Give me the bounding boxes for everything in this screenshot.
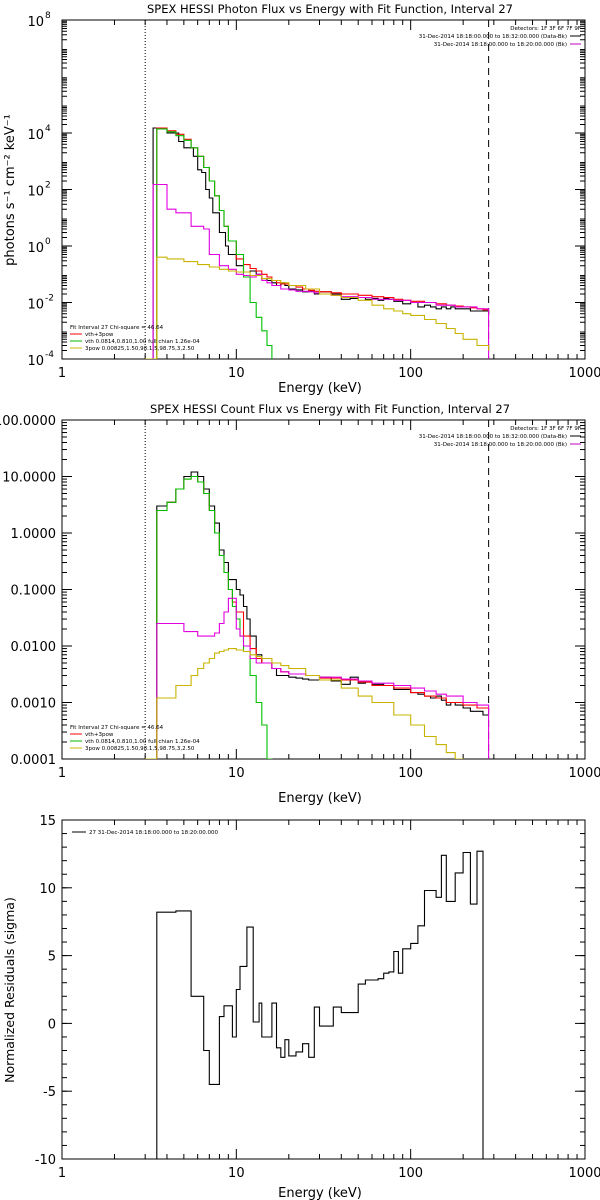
count-flux-x-tick-label: 10 xyxy=(228,766,245,781)
count-flux-y-tick-label: 0.0010 xyxy=(11,697,57,712)
photon-flux-fit-legend-entry: vth+3pow xyxy=(85,332,114,338)
count-flux-legend-line: 31-Dec-2014 18:18:00.000 to 18:20:00.000… xyxy=(434,442,567,448)
residuals-y-tick-label: -5 xyxy=(43,1085,56,1100)
count-flux-x-tick-label: 1 xyxy=(58,766,66,781)
residuals-y-tick-label: -10 xyxy=(35,1153,56,1168)
count-flux-x-tick-label: 1000 xyxy=(568,766,600,781)
photon-flux-panel: SPEX HESSI Photon Flux vs Energy with Fi… xyxy=(3,2,600,396)
count-flux-series-line xyxy=(145,648,464,759)
photon-flux-legend-line: 31-Dec-2014 18:18:00.000 to 18:32:00.000… xyxy=(419,34,567,40)
count-flux-fit-legend-entry: vth+3pow xyxy=(85,732,114,738)
residuals-x-tick-label: 100 xyxy=(398,1166,423,1181)
residuals-plot-frame xyxy=(61,819,586,1160)
photon-flux-y-tick-label: 10 xyxy=(27,15,44,30)
count-flux-series xyxy=(145,471,490,759)
residuals-legend-entry: 27 31-Dec-2014 18:18:00.000 to 18:20:00.… xyxy=(89,830,219,836)
count-flux-y-tick-label: 0.1000 xyxy=(11,584,57,599)
photon-flux-y-tick-exponent: -4 xyxy=(45,350,54,360)
count-flux-xlabel: Energy (keV) xyxy=(278,791,362,806)
residuals-panel: 1 10 100 1000 -10 -5 0 5 10 15 Energy (keV) Norma… xyxy=(2,814,600,1200)
count-flux-fit-legend-entry: vth 0.0814,0.810,1.00 full chian 1.26e-0… xyxy=(85,739,200,745)
photon-flux-fit-legend-header: Fit Interval 27 Chi-square = 46.64 xyxy=(70,325,164,331)
count-flux-y-tick-label: 1.0000 xyxy=(11,527,57,542)
count-flux-series-line xyxy=(145,597,490,759)
residuals-ticks: 1 10 100 1000 -10 -5 0 5 10 15 xyxy=(35,814,600,1181)
count-flux-y-tick-label: 0.0100 xyxy=(11,640,57,655)
photon-flux-fit-legend-entry: 3pow 0.00825,1.50,98.1,5,98.75,3,2.50 xyxy=(85,346,195,352)
count-flux-series-line xyxy=(145,471,489,759)
count-flux-ticks: 1 10 100 1000 0.0001 0.0010 0.0100 0.1000 1.0000… xyxy=(0,414,600,781)
photon-flux-ylabel: photons s⁻¹ cm⁻² keV⁻¹ xyxy=(3,114,18,266)
photon-flux-x-tick-label: 1 xyxy=(58,366,66,381)
photon-flux-x-tick-label: 100 xyxy=(398,366,423,381)
count-flux-legend-bottom-left: Fit Interval 27 Chi-square = 46.64vth+3p… xyxy=(70,725,200,752)
count-flux-series-line xyxy=(145,475,490,759)
residuals-x-tick-label: 1 xyxy=(58,1166,66,1181)
photon-flux-series-line xyxy=(145,256,490,359)
photon-flux-y-tick-exponent: 2 xyxy=(45,181,51,191)
photon-flux-xlabel: Energy (keV) xyxy=(278,381,362,396)
photon-flux-series-line xyxy=(145,127,490,359)
photon-flux-y-tick-exponent: 8 xyxy=(45,11,51,21)
residuals-y-tick-label: 10 xyxy=(39,882,56,897)
count-flux-y-tick-label: 0.0001 xyxy=(11,753,57,768)
photon-flux-series xyxy=(145,127,490,359)
photon-flux-plot-frame xyxy=(61,19,586,360)
photon-flux-title: SPEX HESSI Photon Flux vs Energy with Fi… xyxy=(147,2,513,16)
photon-flux-x-tick-label: 10 xyxy=(228,366,245,381)
residuals-x-tick-label: 1000 xyxy=(568,1166,600,1181)
photon-flux-y-tick-label: 10 xyxy=(27,128,44,143)
count-flux-title: SPEX HESSI Count Flux vs Energy with Fit… xyxy=(150,402,510,416)
photon-flux-y-tick-label: 10 xyxy=(27,241,44,256)
count-flux-legend-line: 31-Dec-2014 18:18:00.000 to 18:32:00.000… xyxy=(419,434,567,440)
photon-flux-series-line xyxy=(145,127,490,359)
photon-flux-y-tick-exponent: 0 xyxy=(45,237,51,247)
count-flux-panel: SPEX HESSI Count Flux vs Energy with Fit… xyxy=(0,402,600,806)
residuals-series xyxy=(131,850,489,1159)
residuals-ylabel: Normalized Residuals (sigma) xyxy=(2,897,17,1083)
residuals-xlabel: Energy (keV) xyxy=(278,1186,362,1200)
photon-flux-legend-bottom-left: Fit Interval 27 Chi-square = 46.64vth+3p… xyxy=(70,325,200,352)
count-flux-reference-lines xyxy=(144,420,490,759)
residuals-y-tick-label: 5 xyxy=(48,950,56,965)
residuals-series-line xyxy=(131,850,489,1159)
photon-flux-y-tick-label: 10 xyxy=(27,185,44,200)
count-flux-series-line xyxy=(145,475,273,759)
residuals-x-tick-label: 10 xyxy=(228,1166,245,1181)
photon-flux-x-tick-label: 1000 xyxy=(568,366,600,381)
count-flux-y-tick-label: 10.0000 xyxy=(2,471,56,486)
photon-flux-y-tick-label: 10 xyxy=(27,298,44,313)
photon-flux-reference-lines xyxy=(144,20,490,359)
count-flux-y-tick-label: 100.0000 xyxy=(0,414,56,429)
count-flux-fit-legend-header: Fit Interval 27 Chi-square = 46.64 xyxy=(70,725,164,731)
photon-flux-y-tick-exponent: -2 xyxy=(45,294,54,304)
count-flux-plot-frame xyxy=(61,419,586,760)
photon-flux-legend-top-right: Detectors: 1F 3F 6F 7F 9F 31-Dec-2014 18:… xyxy=(419,26,581,48)
photon-flux-y-tick-exponent: 4 xyxy=(45,124,51,134)
photon-flux-legend-line: Detectors: 1F 3F 6F 7F 9F xyxy=(510,26,581,32)
residuals-y-tick-label: 15 xyxy=(39,814,56,829)
photon-flux-legend-line: 31-Dec-2014 18:18:00.000 to 18:20:00.000… xyxy=(434,42,567,48)
residuals-legend: 27 31-Dec-2014 18:18:00.000 to 18:20:00.… xyxy=(72,830,219,836)
count-flux-legend-line: Detectors: 1F 3F 6F 7F 9F xyxy=(510,426,581,432)
count-flux-x-tick-label: 100 xyxy=(398,766,423,781)
photon-flux-series-line xyxy=(145,128,273,359)
photon-flux-y-tick-label: 10 xyxy=(27,354,44,369)
count-flux-fit-legend-entry: 3pow 0.00825,1.50,98.1,5,98.75,3,2.50 xyxy=(85,746,195,752)
photon-flux-series-line xyxy=(145,183,490,359)
photon-flux-fit-legend-entry: vth 0.0814,0.810,1.00 full chian 1.26e-0… xyxy=(85,339,200,345)
residuals-y-tick-label: 0 xyxy=(48,1017,56,1032)
count-flux-legend-top-right: Detectors: 1F 3F 6F 7F 9F 31-Dec-2014 18:… xyxy=(419,426,581,448)
